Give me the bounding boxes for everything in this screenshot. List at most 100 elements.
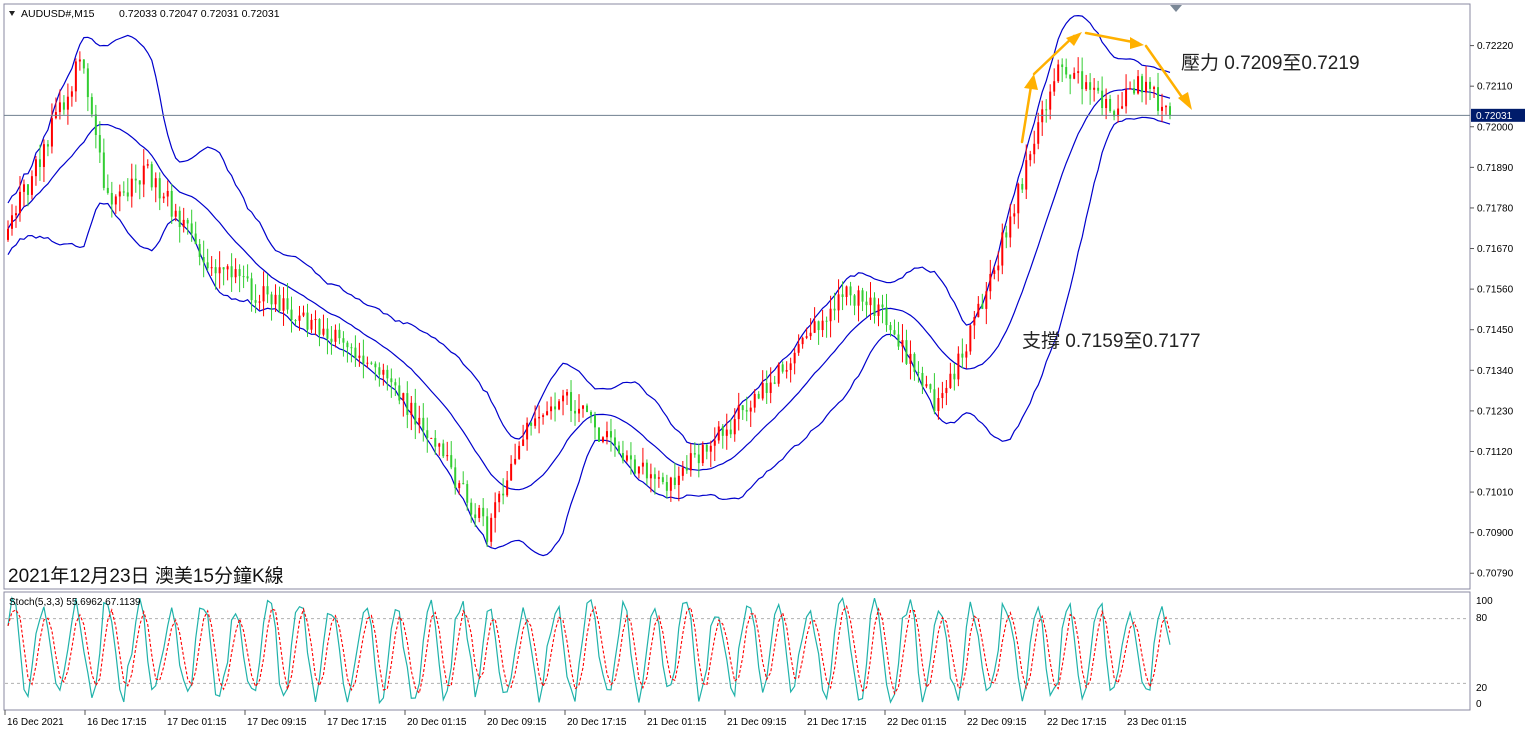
candle-body: [809, 332, 812, 337]
candle-body: [574, 410, 577, 414]
candle-body: [86, 68, 89, 98]
candle-body: [158, 178, 161, 199]
candle-body: [677, 475, 680, 486]
candle-body: [114, 196, 117, 205]
candle-body: [861, 290, 864, 302]
main-plot-frame[interactable]: [3, 3, 1471, 590]
candle-body: [701, 444, 704, 464]
candle-body: [709, 445, 712, 452]
candle-body: [370, 362, 373, 364]
candle-body: [905, 340, 908, 364]
candle-body: [234, 269, 237, 278]
candle-body: [1149, 81, 1152, 89]
candle-body: [466, 484, 469, 503]
symbol-menu-icon[interactable]: [9, 11, 15, 16]
candle-body: [629, 455, 632, 460]
time-tick-label: 16 Dec 17:15: [87, 717, 147, 728]
candle-body: [94, 114, 97, 136]
candle-body: [1061, 64, 1064, 68]
candle-body: [817, 321, 820, 331]
candle-body: [190, 223, 193, 234]
candle-body: [1097, 87, 1100, 91]
candle-body: [150, 164, 153, 188]
candle-body: [322, 328, 325, 335]
candle-body: [298, 315, 301, 321]
candle-body: [965, 351, 968, 358]
stoch-plot-frame[interactable]: [3, 591, 1471, 711]
candle-body: [669, 477, 672, 491]
price-axis[interactable]: 0.72220 0.72110 0.72000 0.71890 0.71780 0.716…: [1470, 41, 1514, 580]
stoch-label: Stoch(5,3,3) 55.6962 67.1139: [9, 597, 141, 608]
candle-body: [510, 463, 513, 481]
candle-body: [534, 418, 537, 426]
candle-body: [725, 429, 728, 436]
candle-body: [118, 191, 121, 197]
candle-body: [586, 405, 589, 413]
candle-body: [961, 353, 964, 358]
time-tick-label: 20 Dec 17:15: [567, 717, 627, 728]
resistance-label: 壓力 0.7209至0.7219: [1181, 52, 1360, 74]
candle-body: [374, 363, 377, 368]
candle-body: [222, 267, 225, 270]
stoch-level-0: 0: [1476, 699, 1482, 710]
candle-body: [1165, 106, 1168, 108]
candle-body: [1121, 106, 1124, 109]
candle-body: [78, 59, 81, 62]
price-tick-label: 0.71890: [1477, 163, 1514, 174]
candle-body: [106, 187, 109, 193]
candle-body: [901, 340, 904, 347]
candle-body: [130, 178, 133, 197]
candle-body: [885, 307, 888, 326]
candle-body: [294, 320, 297, 322]
candle-body: [789, 363, 792, 371]
candle-body: [869, 297, 872, 306]
candle-body: [1049, 91, 1052, 110]
price-tick-label: 0.71010: [1477, 488, 1514, 499]
candle-body: [582, 405, 585, 409]
candle-body: [1153, 87, 1156, 89]
candle-body: [506, 480, 509, 496]
candle-body: [102, 152, 105, 188]
candle-body: [442, 443, 445, 457]
candle-body: [909, 353, 912, 364]
price-tick-label: 0.71340: [1477, 366, 1514, 377]
candle-body: [522, 439, 525, 446]
candle-body: [474, 514, 477, 518]
candle-body: [458, 483, 461, 489]
candle-body: [689, 453, 692, 471]
candle-body: [162, 196, 165, 199]
candle-body: [518, 445, 521, 459]
candle-body: [773, 382, 776, 384]
candle-body: [46, 144, 49, 147]
candle-body: [1089, 82, 1092, 90]
time-axis[interactable]: 16 Dec 2021 16 Dec 17:15 17 Dec 01:15 17 De…: [4, 710, 1187, 728]
candle-body: [382, 369, 385, 375]
candle-body: [22, 184, 25, 192]
candle-body: [737, 405, 740, 420]
candle-body: [973, 317, 976, 326]
candle-body: [873, 297, 876, 316]
candle-body: [1085, 82, 1088, 90]
candle-body: [589, 412, 592, 416]
price-tick-label: 0.72110: [1477, 82, 1513, 93]
candle-body: [889, 325, 892, 331]
candle-body: [845, 286, 848, 298]
candle-body: [801, 337, 804, 345]
candle-body: [122, 191, 125, 193]
candle-body: [977, 303, 980, 318]
candle-body: [653, 474, 656, 479]
ohlc-label: 0.72033 0.72047 0.72031 0.72031: [119, 8, 280, 20]
candle-body: [50, 118, 53, 147]
price-tick-label: 0.71230: [1477, 406, 1514, 417]
candle-body: [462, 483, 465, 485]
candle-body: [430, 437, 433, 439]
chart-shift-marker[interactable]: [1170, 5, 1182, 12]
candle-body: [761, 383, 764, 399]
candle-body: [1073, 72, 1076, 79]
bollinger-bands: [7, 14, 1171, 557]
peak-left-line: [1032, 34, 1076, 76]
candle-body: [745, 410, 748, 412]
candle-body: [1065, 67, 1068, 75]
candle-body: [14, 213, 17, 216]
rise-arrow-head: [1024, 74, 1038, 90]
